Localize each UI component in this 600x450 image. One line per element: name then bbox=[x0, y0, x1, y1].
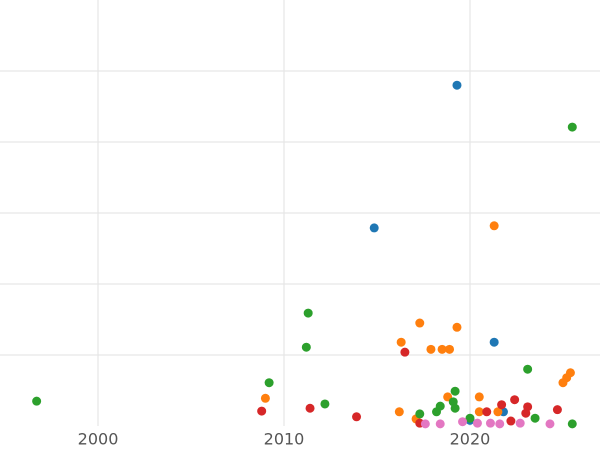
point bbox=[552, 405, 562, 415]
point bbox=[521, 408, 531, 418]
point bbox=[482, 407, 492, 417]
point bbox=[260, 393, 270, 403]
point bbox=[567, 419, 577, 429]
point bbox=[506, 416, 516, 426]
point bbox=[452, 80, 462, 90]
point bbox=[485, 418, 495, 428]
point bbox=[474, 392, 484, 402]
point bbox=[450, 386, 460, 396]
point bbox=[303, 308, 313, 318]
point bbox=[369, 223, 379, 233]
point bbox=[545, 419, 555, 429]
point bbox=[257, 406, 267, 416]
point bbox=[452, 322, 462, 332]
point bbox=[32, 396, 42, 406]
point bbox=[437, 344, 447, 354]
point bbox=[567, 122, 577, 132]
point bbox=[493, 407, 503, 417]
point bbox=[396, 337, 406, 347]
point bbox=[450, 403, 460, 413]
point bbox=[523, 364, 533, 374]
point bbox=[458, 417, 468, 427]
point bbox=[515, 418, 525, 428]
point bbox=[320, 399, 330, 409]
point bbox=[530, 413, 540, 423]
point bbox=[489, 221, 499, 231]
point bbox=[415, 318, 425, 328]
point bbox=[489, 337, 499, 347]
point bbox=[465, 413, 475, 423]
point bbox=[264, 378, 274, 388]
point bbox=[301, 342, 311, 352]
x-tick-label: 2010 bbox=[264, 430, 305, 449]
point bbox=[426, 344, 436, 354]
x-tick-label: 2000 bbox=[78, 430, 119, 449]
point bbox=[415, 409, 425, 419]
point bbox=[432, 407, 442, 417]
point bbox=[472, 418, 482, 428]
point bbox=[435, 419, 445, 429]
point bbox=[495, 419, 505, 429]
point bbox=[305, 403, 315, 413]
point bbox=[394, 407, 404, 417]
point bbox=[474, 407, 484, 417]
point bbox=[420, 419, 430, 429]
x-tick-label: 2020 bbox=[450, 430, 491, 449]
point bbox=[400, 347, 410, 357]
point bbox=[352, 412, 362, 422]
point bbox=[558, 378, 568, 388]
point bbox=[510, 395, 520, 405]
point bbox=[445, 344, 455, 354]
point bbox=[497, 400, 507, 410]
